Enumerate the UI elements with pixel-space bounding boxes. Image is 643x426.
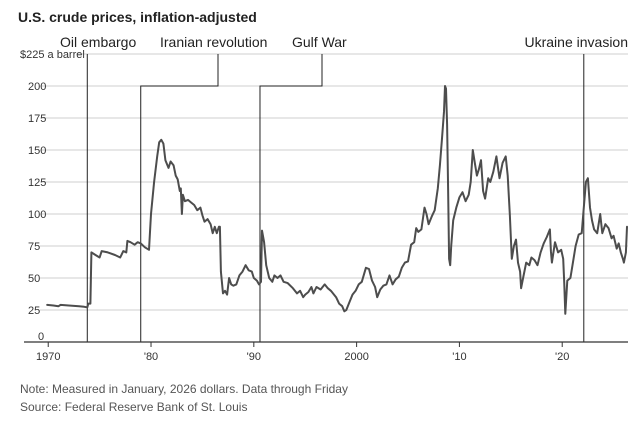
y-tick-label: 0 <box>38 331 44 343</box>
annotation-line <box>140 54 219 342</box>
chart-title: U.S. crude prices, inflation-adjusted <box>18 9 257 25</box>
footnotes: Note: Measured in January, 2026 dollars.… <box>20 380 348 416</box>
note-text: Note: Measured in January, 2026 dollars.… <box>20 382 348 396</box>
x-tick-label: '20 <box>555 351 569 363</box>
series-layer <box>46 85 628 315</box>
x-tick-label: 1970 <box>36 351 60 363</box>
annotations: Oil embargo Iranian revolution Gulf War Ukr… <box>60 34 628 342</box>
price-series-line <box>46 85 628 315</box>
annotation: Iranian revolution <box>140 34 267 342</box>
annotation-label: Gulf War <box>292 34 347 50</box>
x-axis: 1970 '80 '90 2000 '10 '20 <box>24 341 628 363</box>
x-tick-label: '10 <box>452 351 466 363</box>
y-tick-label: 50 <box>28 273 40 285</box>
annotation-label: Ukraine invasion <box>525 34 629 50</box>
gridlines <box>40 53 628 311</box>
x-tick-label: '80 <box>144 351 158 363</box>
y-tick-label: 200 <box>28 81 46 93</box>
annotation-label: Iranian revolution <box>160 34 267 50</box>
annotation: Ukraine invasion <box>525 34 629 342</box>
y-tick-label: 100 <box>28 209 46 221</box>
annotation: Gulf War <box>259 34 347 342</box>
source-text: Source: Federal Reserve Bank of St. Loui… <box>20 400 248 414</box>
y-tick-label: 175 <box>28 113 46 125</box>
x-tick-label: '90 <box>247 351 261 363</box>
annotation-line <box>259 54 323 342</box>
y-tick-label: 125 <box>28 177 46 189</box>
y-tick-label: 25 <box>28 305 40 317</box>
y-tick-label: 75 <box>28 241 40 253</box>
y-tick-label: 150 <box>28 145 46 157</box>
annotation: Oil embargo <box>60 34 136 342</box>
y-unit-label: $225 a barrel <box>20 49 85 61</box>
x-tick-label: 2000 <box>344 351 368 363</box>
y-axis-ticks: $225 a barrel 25 50 75 100 125 150 175 200 0 <box>20 49 85 343</box>
annotation-label: Oil embargo <box>60 34 136 50</box>
